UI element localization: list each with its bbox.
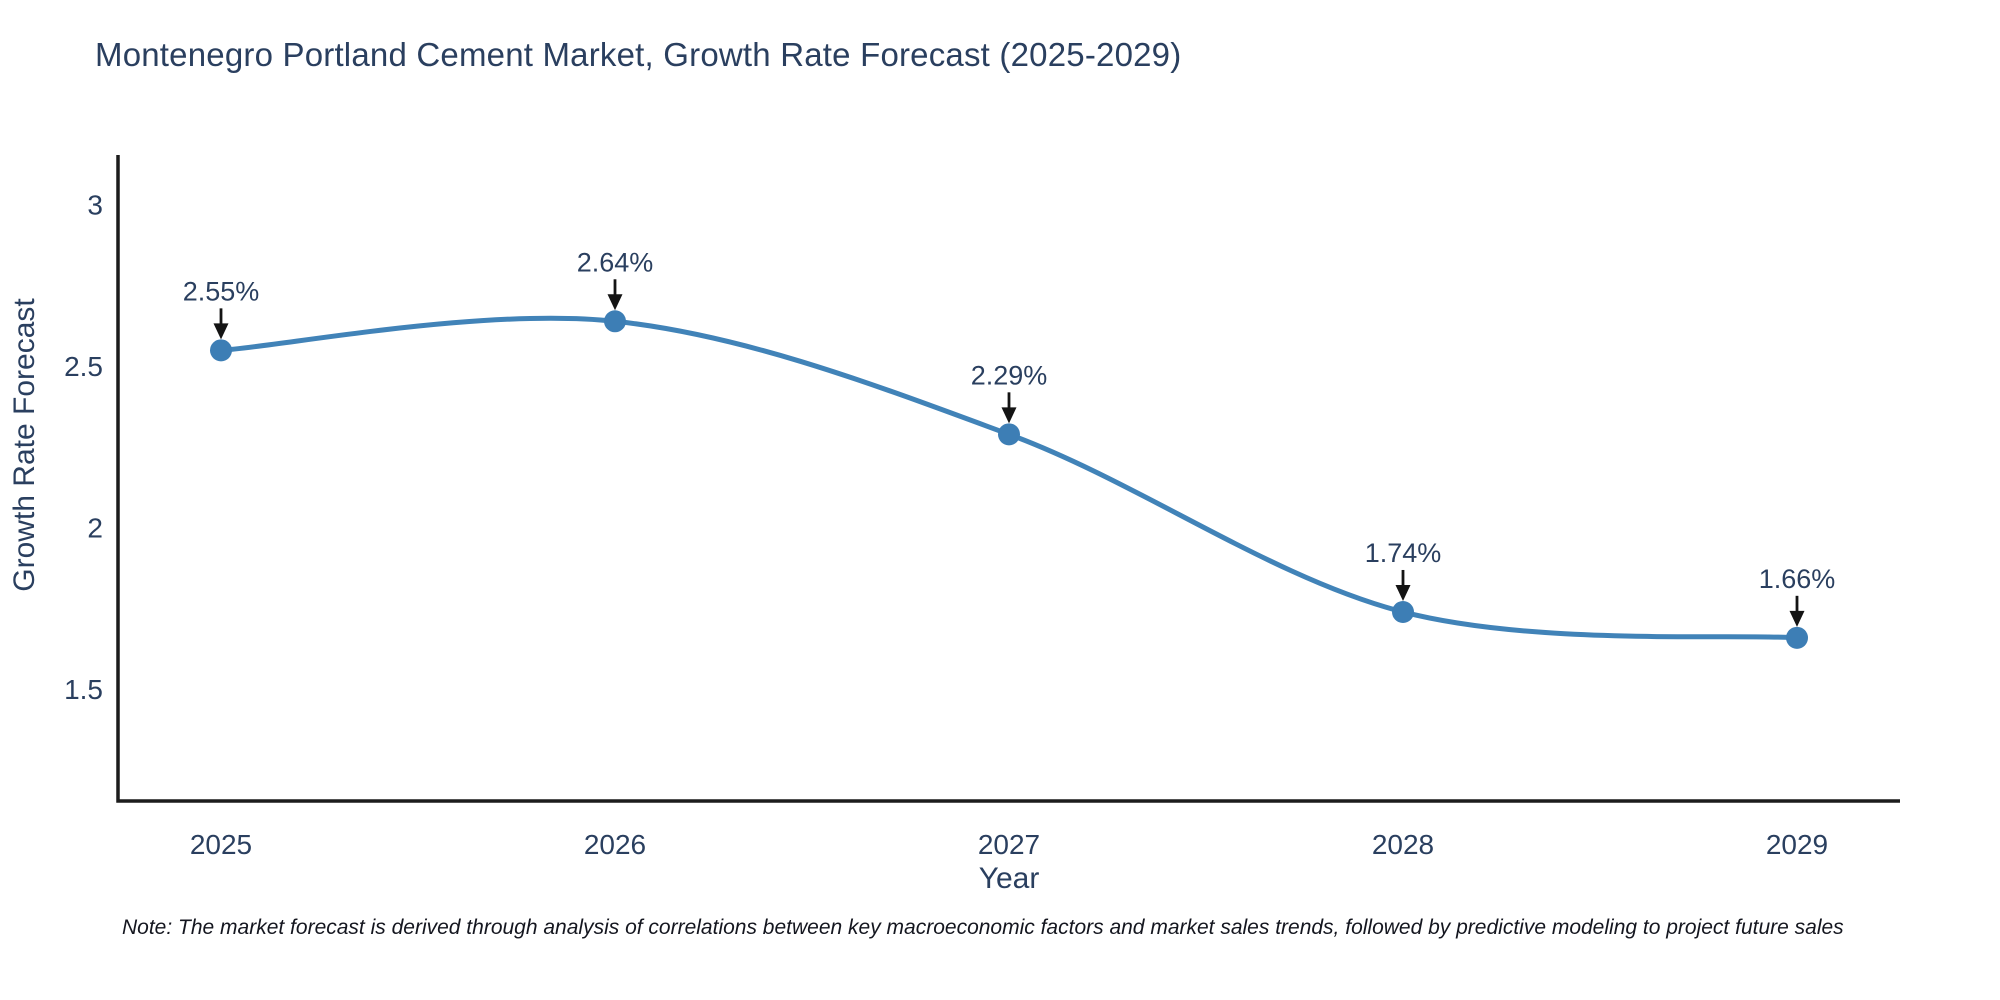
data-point-2026[interactable] [604,310,626,333]
y-tick-label-1.5: 1.5 [64,674,103,705]
x-tick-label-2026: 2026 [584,829,646,860]
annotation-label-2028: 1.74% [1365,538,1442,568]
axis-lines [116,155,1900,803]
annotation-label-2026: 2.64% [577,247,654,277]
footnote: Note: The market forecast is derived thr… [122,916,1844,939]
chart-title: Montenegro Portland Cement Market, Growt… [95,36,1182,73]
annotation-arrow-head-2029 [1789,610,1805,627]
annotation-arrow-head-2025 [213,323,229,340]
data-point-2029[interactable] [1786,626,1808,649]
y-tick-label-3: 3 [87,190,103,221]
annotation-arrow-head-2027 [1001,407,1017,424]
y-tick-label-2: 2 [87,513,103,544]
annotation-arrow-head-2028 [1395,584,1411,601]
data-point-2025[interactable] [210,339,232,362]
annotation-label-2025: 2.55% [183,276,260,306]
data-point-2027[interactable] [998,423,1020,446]
data-point-2028[interactable] [1392,600,1414,623]
x-tick-label-2028: 2028 [1372,829,1434,860]
annotation-label-2027: 2.29% [971,360,1048,390]
x-tick-label-2029: 2029 [1766,829,1828,860]
x-tick-label-2027: 2027 [978,829,1040,860]
x-axis-title: Year [979,862,1040,895]
y-axis-title: Growth Rate Forecast [8,298,41,592]
annotation-arrow-head-2026 [607,294,623,311]
y-tick-label-2.5: 2.5 [64,351,103,382]
annotation-label-2029: 1.66% [1759,564,1836,594]
x-tick-label-2025: 2025 [190,829,252,860]
